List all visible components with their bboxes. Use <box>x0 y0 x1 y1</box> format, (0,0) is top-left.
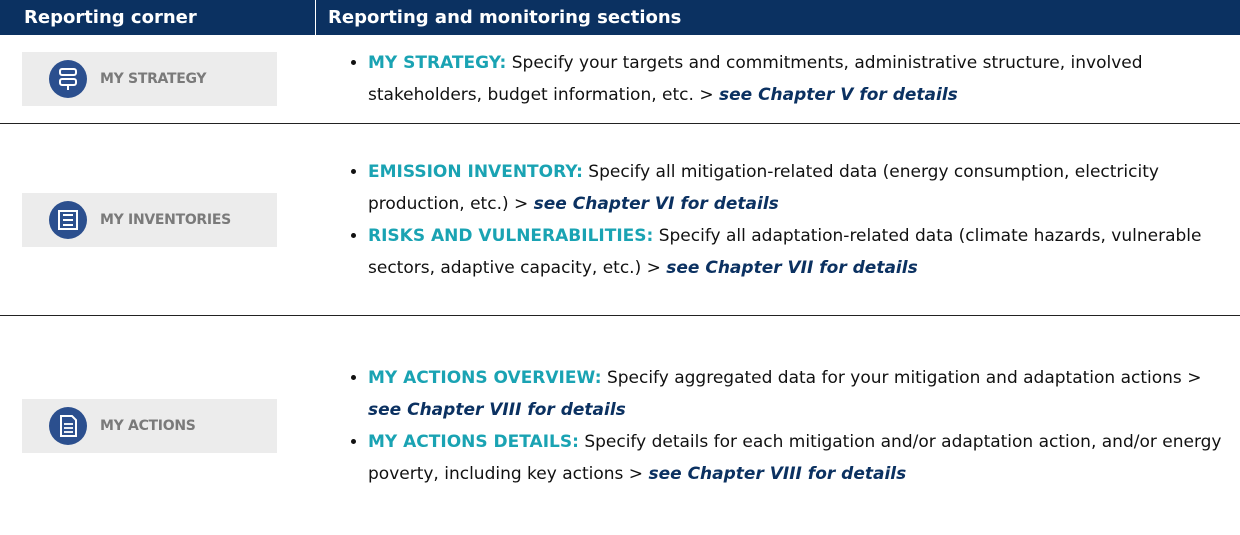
section-item: RISKS AND VULNERABILITIES: Specify all a… <box>368 220 1226 284</box>
table-row: MY STRATEGY MY STRATEGY: Specify your tar… <box>0 35 1240 124</box>
section-list: EMISSION INVENTORY: Specify all mitigati… <box>316 156 1226 284</box>
button-label: MY STRATEGY <box>100 71 207 87</box>
corner-button: MY INVENTORIES <box>22 192 277 247</box>
chapter-link: see Chapter VI for details <box>533 193 779 214</box>
table-header: Reporting corner Reporting and monitorin… <box>0 0 1240 35</box>
button-label: MY ACTIONS <box>100 417 196 434</box>
section-title: MY STRATEGY: <box>368 53 507 73</box>
section-title: MY ACTIONS OVERVIEW: <box>368 367 602 388</box>
section-list: MY ACTIONS OVERVIEW: Specify aggregated … <box>316 362 1226 490</box>
section-list: MY STRATEGY: Specify your targets and co… <box>316 47 1226 111</box>
chapter-link: see Chapter V for details <box>718 85 958 105</box>
header-cell: Reporting corner <box>0 0 316 35</box>
sections-cell: MY ACTIONS OVERVIEW: Specify aggregated … <box>316 316 1240 535</box>
section-item: MY ACTIONS OVERVIEW: Specify aggregated … <box>368 362 1226 426</box>
section-title: EMISSION INVENTORY: <box>368 161 583 182</box>
table-body: MY STRATEGY MY STRATEGY: Specify your tar… <box>0 35 1240 535</box>
sections-cell: MY STRATEGY: Specify your targets and co… <box>316 35 1240 123</box>
corner-cell: MY ACTIONS <box>0 316 316 535</box>
button-icon <box>49 406 87 445</box>
chapter-link: see Chapter VIII for details <box>648 463 907 484</box>
corner-cell: MY INVENTORIES <box>0 124 316 315</box>
section-item: MY STRATEGY: Specify your targets and co… <box>368 47 1226 111</box>
corner-button: MY STRATEGY <box>22 52 277 106</box>
section-item: EMISSION INVENTORY: Specify all mitigati… <box>368 156 1226 220</box>
table-row: MY ACTIONS MY ACTIONS OVERVIEW: Specify a… <box>0 316 1240 535</box>
corner-button: MY ACTIONS <box>22 398 277 453</box>
header-cell: Reporting and monitoring sections <box>328 7 682 28</box>
section-title: RISKS AND VULNERABILITIES: <box>368 225 654 246</box>
section-item: MY ACTIONS DETAILS: Specify details for … <box>368 426 1226 490</box>
section-text: Specify details for each mitigation and/… <box>368 431 1222 484</box>
section-text: Specify your targets and commitments, ad… <box>368 53 1143 105</box>
section-text: Specify all mitigation-related data (ene… <box>368 161 1159 214</box>
table-row: MY INVENTORIES EMISSION INVENTORY: Specif… <box>0 124 1240 316</box>
button-icon <box>49 60 87 98</box>
chapter-link: see Chapter VII for details <box>666 257 918 278</box>
sections-cell: EMISSION INVENTORY: Specify all mitigati… <box>316 124 1240 315</box>
section-title: MY ACTIONS DETAILS: <box>368 431 579 452</box>
section-text: Specify all adaptation-related data (cli… <box>368 225 1202 278</box>
section-text: Specify aggregated data for your mitigat… <box>606 367 1202 388</box>
chapter-link: see Chapter VIII for details <box>368 399 626 420</box>
corner-cell: MY STRATEGY <box>0 35 316 123</box>
button-icon <box>49 200 87 239</box>
button-label: MY INVENTORIES <box>100 211 231 228</box>
